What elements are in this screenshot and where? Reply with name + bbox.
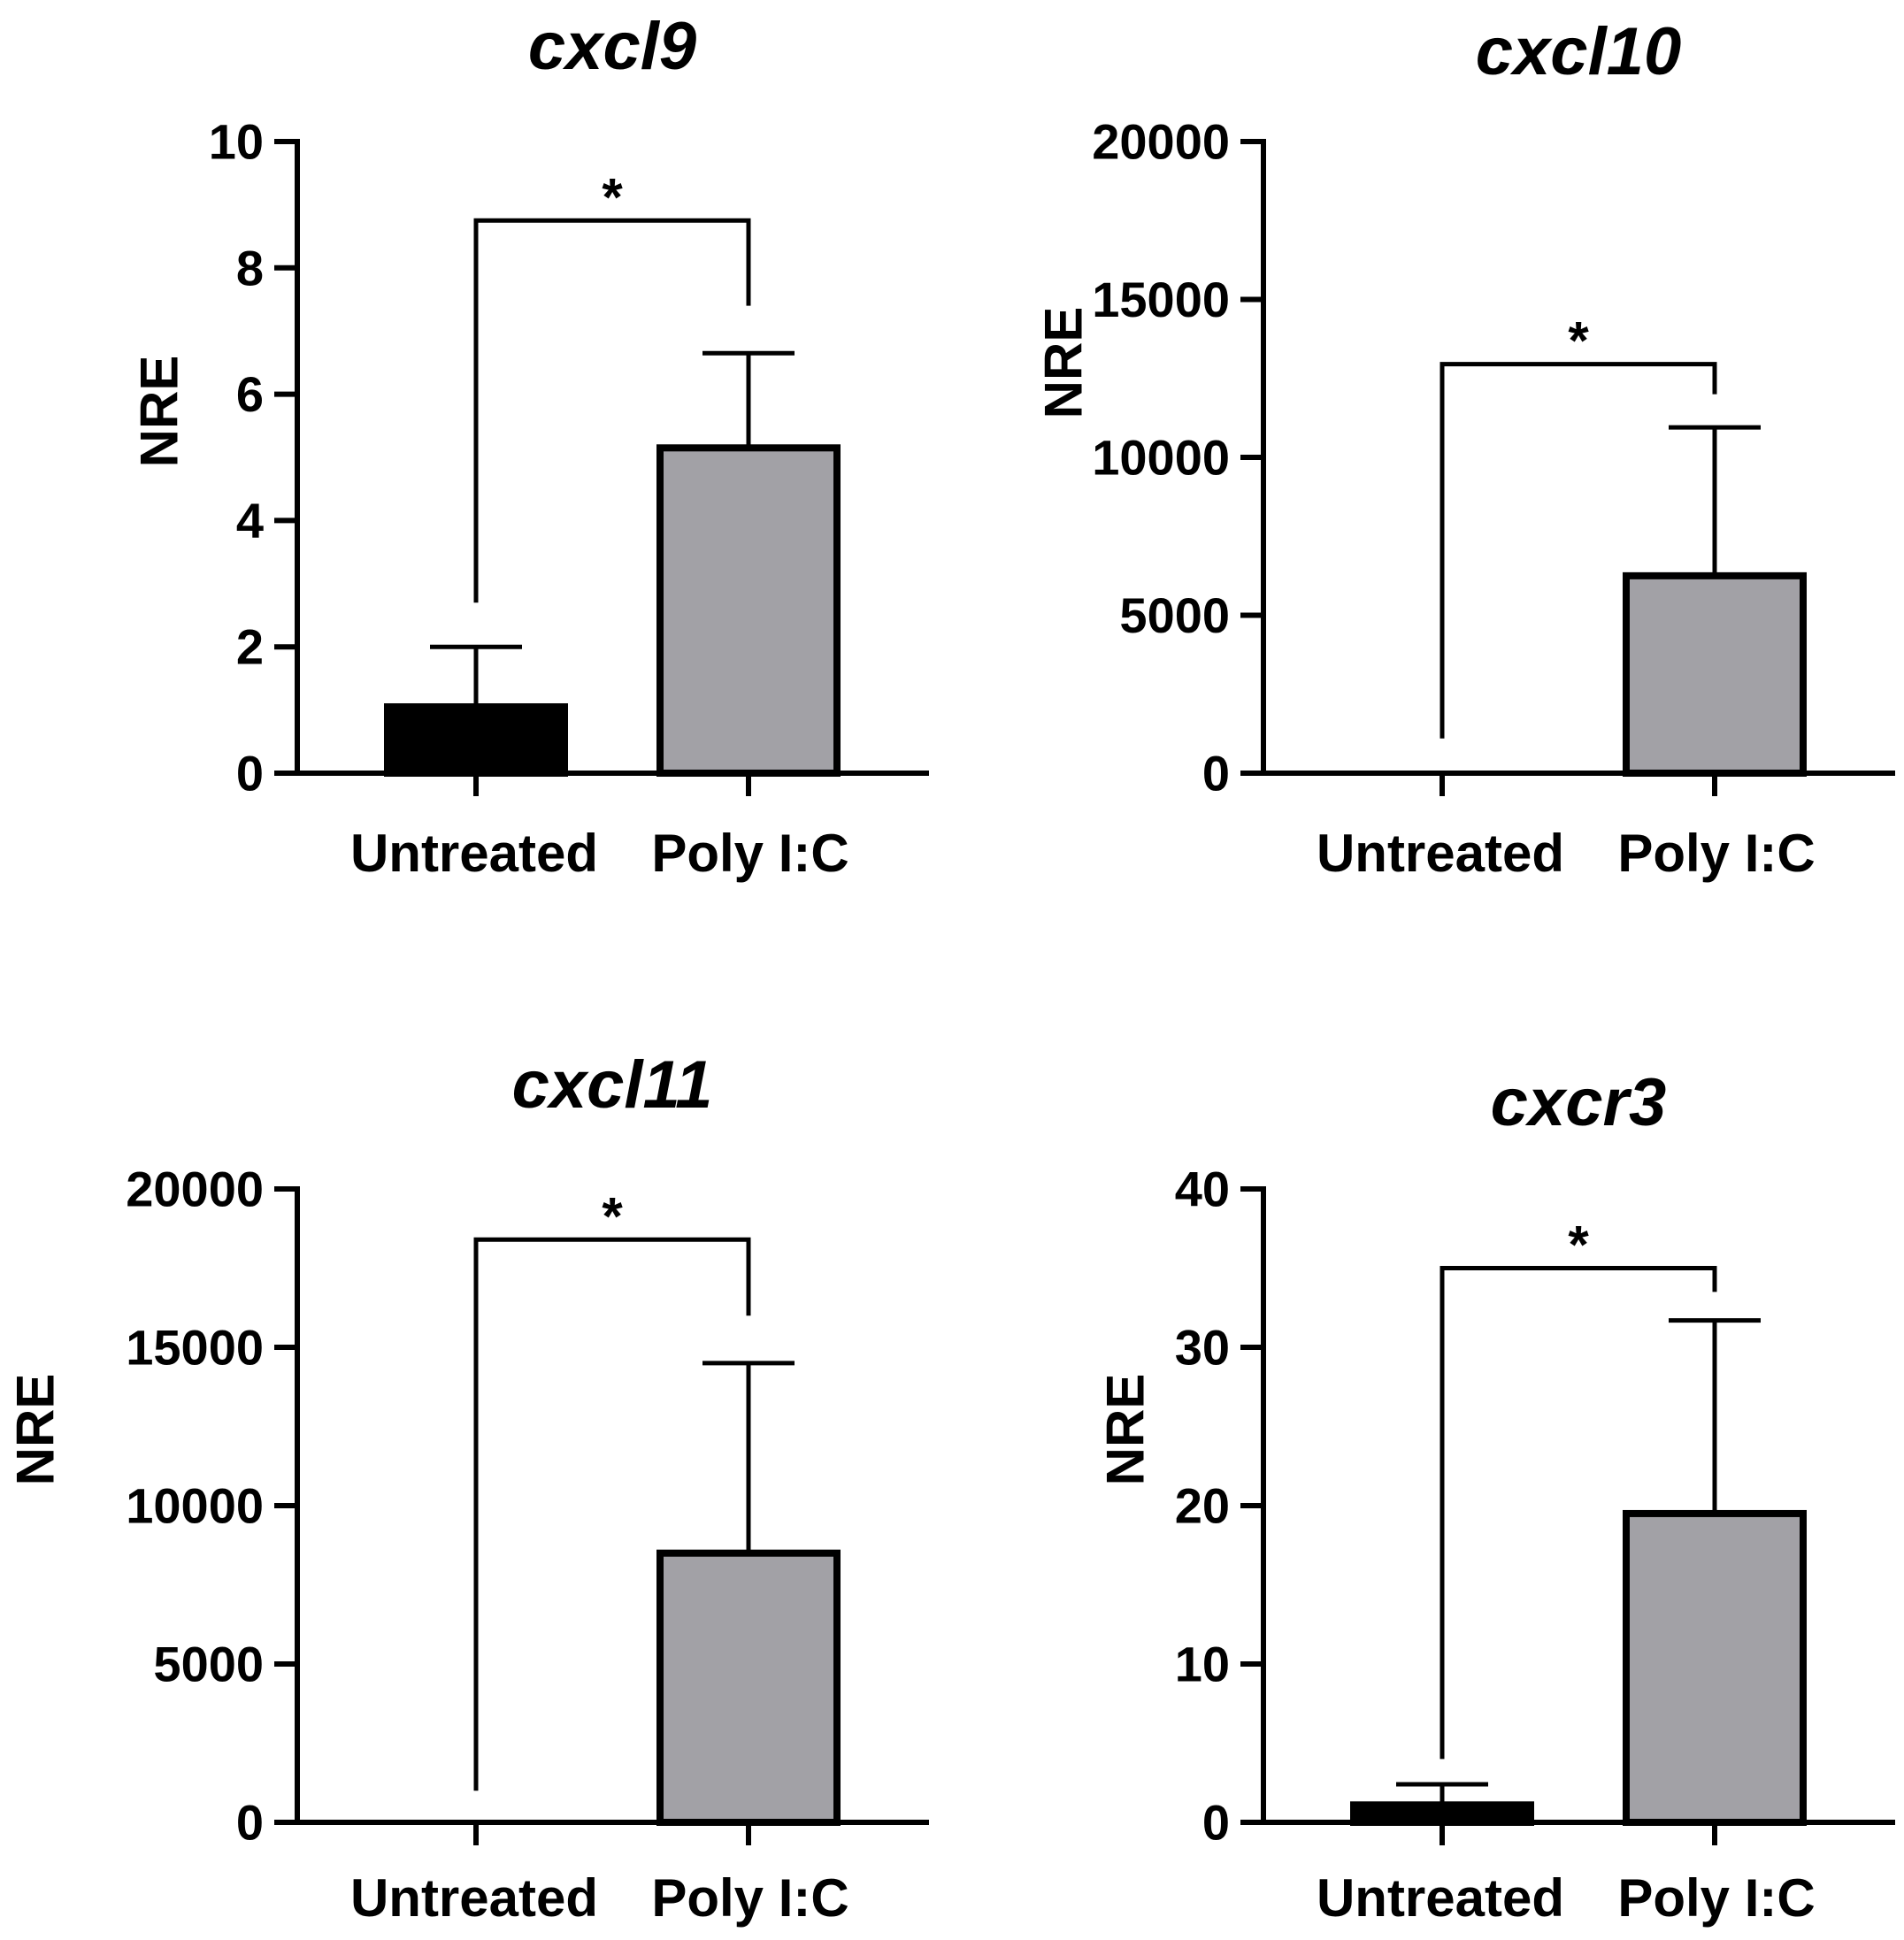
y-tick-label: 10000 <box>126 1478 264 1534</box>
y-tick-label: 10 <box>1175 1637 1230 1692</box>
significance-bracket <box>1440 1266 1717 1760</box>
y-tick-label: 10 <box>209 114 264 170</box>
chart-panel-cxcl10: cxcl10 NRE 0 5000 10000 15000 20000 Untreated Po… <box>952 0 1904 970</box>
chart-panel-cxcl9: cxcl9 NRE 0 2 4 6 8 10 Untreated Poly I:C * <box>0 0 952 970</box>
bar-poly-i-c <box>1623 571 1807 777</box>
x-category-label: Untreated <box>350 1868 598 1928</box>
chart-title: cxcr3 <box>1491 1065 1667 1140</box>
y-tick-label: 30 <box>1175 1320 1230 1376</box>
y-tick-label: 20 <box>1175 1478 1230 1534</box>
y-tick-label: 15000 <box>126 1320 264 1376</box>
bar-poly-i-c <box>656 1549 841 1826</box>
significance-label: * <box>1568 1215 1589 1275</box>
y-tick-label: 0 <box>1202 1795 1230 1851</box>
x-category-label: Untreated <box>1317 824 1564 883</box>
y-tick-label: 4 <box>236 493 264 548</box>
chart-panel-cxcl11: cxcl11 NRE 0 5000 10000 15000 20000 Untreated Po… <box>0 970 952 1939</box>
bar-chart-cxcl9: cxcl9 NRE 0 2 4 6 8 10 Untreated Poly I:C * <box>130 9 929 883</box>
y-axis-label: NRE <box>6 1374 65 1486</box>
x-category-label: Untreated <box>1317 1868 1564 1928</box>
y-tick-label: 8 <box>236 240 264 295</box>
y-axis-label: NRE <box>1096 1374 1155 1486</box>
x-category-label: Poly I:C <box>651 1868 848 1928</box>
x-category-label: Untreated <box>350 824 598 883</box>
chart-title: cxcl11 <box>512 1047 713 1123</box>
chart-panel-cxcr3: cxcr3 NRE 0 10 20 30 40 Untreated Poly I:C * <box>952 970 1904 1939</box>
y-tick-label: 5000 <box>1119 587 1230 643</box>
significance-bracket <box>473 218 751 603</box>
y-tick-label: 40 <box>1175 1162 1230 1217</box>
bar-chart-cxcr3: cxcr3 NRE 0 10 20 30 40 Untreated Poly I:C * <box>1096 1065 1895 1928</box>
y-tick-label: 5000 <box>153 1637 264 1692</box>
bar-chart-cxcl11: cxcl11 NRE 0 5000 10000 15000 20000 Untreated Po… <box>6 1047 929 1928</box>
significance-bracket <box>1440 362 1717 739</box>
y-axis-label: NRE <box>130 356 189 468</box>
chart-title: cxcl9 <box>528 9 696 84</box>
chart-title: cxcl10 <box>1476 14 1681 89</box>
y-axis-label: NRE <box>1034 307 1094 419</box>
significance-bracket <box>473 1237 751 1791</box>
significance-label: * <box>602 167 623 226</box>
x-category-label: Poly I:C <box>1617 824 1815 883</box>
y-tick-label: 20000 <box>126 1162 264 1217</box>
x-category-label: Poly I:C <box>1617 1868 1815 1928</box>
bar-untreated <box>384 703 568 778</box>
bar-poly-i-c <box>1623 1509 1807 1826</box>
y-tick-label: 10000 <box>1092 430 1230 486</box>
y-tick-label: 0 <box>1202 746 1230 801</box>
y-tick-label: 0 <box>236 746 264 801</box>
y-tick-label: 6 <box>236 366 264 422</box>
y-tick-label: 2 <box>236 619 264 675</box>
significance-label: * <box>602 1186 623 1246</box>
y-tick-label: 0 <box>236 1795 264 1851</box>
x-category-label: Poly I:C <box>651 824 848 883</box>
y-tick-label: 20000 <box>1092 114 1230 170</box>
bar-poly-i-c <box>656 444 841 777</box>
y-tick-label: 15000 <box>1092 272 1230 327</box>
significance-label: * <box>1568 311 1589 371</box>
bar-chart-cxcl10: cxcl10 NRE 0 5000 10000 15000 20000 Untreated Po… <box>1034 14 1895 883</box>
